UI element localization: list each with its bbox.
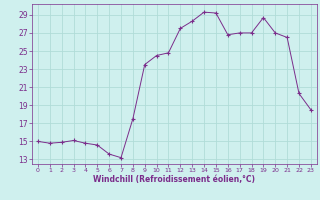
X-axis label: Windchill (Refroidissement éolien,°C): Windchill (Refroidissement éolien,°C) <box>93 175 255 184</box>
